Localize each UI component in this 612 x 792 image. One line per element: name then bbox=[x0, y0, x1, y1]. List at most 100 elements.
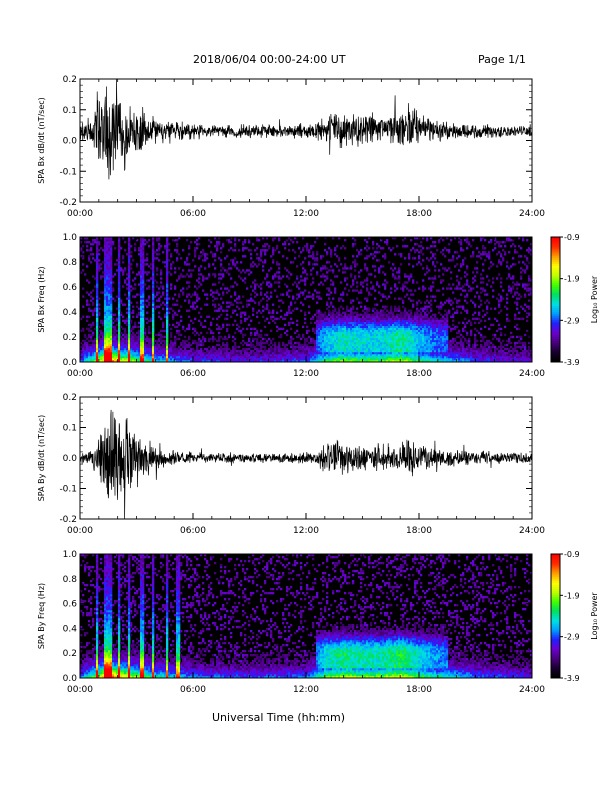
spectrogram-cell bbox=[214, 352, 216, 354]
spectrogram-cell bbox=[340, 247, 342, 249]
spectrogram-cell bbox=[92, 239, 94, 241]
spectrogram-cell bbox=[114, 346, 116, 348]
spectrogram-cell bbox=[254, 334, 256, 336]
spectrogram-cell bbox=[162, 285, 164, 287]
spectrogram-cell bbox=[406, 344, 408, 346]
spectrogram-cell bbox=[298, 350, 300, 352]
spectrogram-cell bbox=[176, 348, 178, 350]
spectrogram-cell bbox=[242, 306, 244, 308]
spectrogram-cell bbox=[342, 316, 344, 318]
spectrogram-cell bbox=[404, 308, 406, 310]
spectrogram-cell bbox=[104, 332, 106, 334]
spectrogram-cell bbox=[354, 344, 356, 346]
spectrogram-cell bbox=[312, 267, 314, 269]
spectrogram-cell bbox=[422, 324, 424, 326]
spectrogram-cell bbox=[324, 340, 326, 342]
spectrogram-cell bbox=[378, 320, 380, 322]
spectrogram-cell bbox=[294, 356, 296, 358]
spectrogram-cell bbox=[112, 340, 114, 342]
spectrogram-cell bbox=[430, 342, 432, 344]
spectrogram-cell bbox=[356, 285, 358, 287]
spectrogram-cell bbox=[268, 247, 270, 249]
spectrogram-cell bbox=[356, 308, 358, 310]
spectrogram-cell bbox=[128, 308, 130, 310]
spectrogram-cell bbox=[142, 348, 144, 350]
spectrogram-cell bbox=[106, 279, 108, 281]
spectrogram-cell bbox=[142, 324, 144, 326]
spectrogram-cell bbox=[360, 291, 362, 293]
spectrogram-cell bbox=[254, 291, 256, 293]
spectrogram-cell bbox=[338, 310, 340, 312]
spectrogram-cell bbox=[152, 336, 154, 338]
spectrogram-cell bbox=[342, 356, 344, 358]
spectrogram-cell bbox=[326, 346, 328, 348]
spectrogram-cell bbox=[138, 332, 140, 334]
spectrogram-cell bbox=[422, 344, 424, 346]
spectrogram-cell bbox=[96, 334, 98, 336]
spectrogram-cell bbox=[334, 354, 336, 356]
spectrogram-cell bbox=[320, 340, 322, 342]
spectrogram-cell bbox=[404, 318, 406, 320]
spectrogram-cell bbox=[108, 243, 110, 245]
spectrogram-cell bbox=[142, 263, 144, 265]
spectrogram-cell bbox=[384, 314, 386, 316]
spectrogram-cell bbox=[228, 289, 230, 291]
spectrogram-cell bbox=[142, 340, 144, 342]
spectrogram-cell bbox=[280, 310, 282, 312]
spectrogram-cell bbox=[110, 350, 112, 352]
spectrogram-cell bbox=[172, 314, 174, 316]
spectrogram-cell bbox=[342, 267, 344, 269]
spectrogram-cell bbox=[218, 336, 220, 338]
spectrogram-cell bbox=[114, 300, 116, 302]
spectrogram-cell bbox=[352, 314, 354, 316]
spectrogram-cell bbox=[218, 340, 220, 342]
spectrogram-cell bbox=[98, 265, 100, 267]
spectrogram-cell bbox=[308, 295, 310, 297]
spectrogram-cell bbox=[348, 322, 350, 324]
spectrogram-cell bbox=[394, 344, 396, 346]
spectrogram-cell bbox=[138, 249, 140, 251]
spectrogram-cell bbox=[276, 318, 278, 320]
spectrogram-cell bbox=[174, 338, 176, 340]
spectrogram-cell bbox=[294, 332, 296, 334]
spectrogram-cell bbox=[366, 297, 368, 299]
spectrogram-cell bbox=[364, 342, 366, 344]
spectrogram-cell bbox=[350, 316, 352, 318]
spectrogram-cell bbox=[208, 352, 210, 354]
spectrogram-cell bbox=[372, 340, 374, 342]
spectrogram-cell bbox=[238, 352, 240, 354]
spectrogram-cell bbox=[358, 344, 360, 346]
spectrogram-cell bbox=[284, 241, 286, 243]
spectrogram-cell bbox=[194, 342, 196, 344]
spectrogram-cell bbox=[426, 247, 428, 249]
spectrogram-cell bbox=[106, 354, 108, 356]
spectrogram-cell bbox=[358, 324, 360, 326]
spectrogram-cell bbox=[338, 257, 340, 259]
spectrogram-cell bbox=[214, 350, 216, 352]
spectrogram-cell bbox=[106, 342, 108, 344]
spectrogram-cell bbox=[322, 332, 324, 334]
spectrogram-cell bbox=[410, 322, 412, 324]
spectrogram-cell bbox=[92, 324, 94, 326]
spectrogram-cell bbox=[288, 271, 290, 273]
spectrogram-cell bbox=[208, 354, 210, 356]
spectrogram-cell bbox=[428, 287, 430, 289]
spectrogram-cell bbox=[162, 330, 164, 332]
spectrogram-cell bbox=[302, 267, 304, 269]
spectrogram-cell bbox=[358, 348, 360, 350]
spectrogram-cell bbox=[168, 324, 170, 326]
spectrogram-cell bbox=[112, 314, 114, 316]
spectrogram-cell bbox=[128, 338, 130, 340]
spectrogram-cell bbox=[152, 358, 154, 360]
spectrogram-cell bbox=[278, 350, 280, 352]
spectrogram-cell bbox=[116, 356, 118, 358]
spectrogram-cell bbox=[82, 295, 84, 297]
spectrogram-cell bbox=[360, 356, 362, 358]
spectrogram-cell bbox=[418, 300, 420, 302]
spectrogram-cell bbox=[148, 332, 150, 334]
spectrogram-cell bbox=[342, 322, 344, 324]
spectrogram-cell bbox=[128, 300, 130, 302]
spectrogram-cell bbox=[386, 322, 388, 324]
spectrogram-cell bbox=[324, 243, 326, 245]
spectrogram-cell bbox=[170, 340, 172, 342]
